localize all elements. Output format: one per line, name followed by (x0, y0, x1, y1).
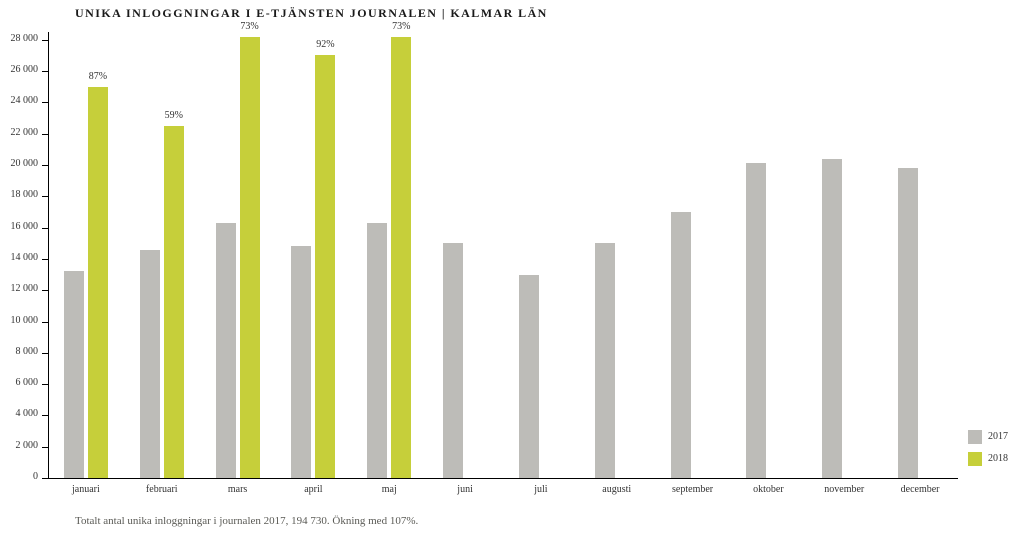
xtick-label: mars (228, 484, 247, 495)
xtick-label: februari (146, 484, 178, 495)
percent-label: 73% (240, 21, 258, 32)
ytick-label: 28 000 (0, 33, 38, 44)
legend-label-2018: 2018 (988, 453, 1008, 464)
bar-2018 (315, 55, 335, 478)
bar-2018 (391, 37, 411, 478)
percent-label: 73% (392, 21, 410, 32)
ytick-label: 6 000 (0, 377, 38, 388)
bar-2017 (822, 159, 842, 478)
ytick-label: 10 000 (0, 315, 38, 326)
xtick-label: juli (534, 484, 547, 495)
bar-2017 (291, 246, 311, 478)
xtick-label: augusti (602, 484, 631, 495)
xtick-label: januari (72, 484, 100, 495)
bar-2017 (898, 168, 918, 478)
ytick-label: 12 000 (0, 283, 38, 294)
ytick-label: 0 (0, 471, 38, 482)
bar-2017 (367, 223, 387, 478)
legend-swatch-2017 (968, 430, 982, 444)
percent-label: 59% (165, 110, 183, 121)
bar-2018 (88, 87, 108, 478)
xtick-label: oktober (753, 484, 784, 495)
percent-label: 87% (89, 71, 107, 82)
bar-2017 (140, 250, 160, 478)
y-axis-line (48, 32, 49, 478)
chart-title: UNIKA INLOGGNINGAR I E-TJÄNSTEN JOURNALE… (75, 6, 548, 21)
xtick-label: september (672, 484, 713, 495)
bar-2017 (595, 243, 615, 478)
legend-label-2017: 2017 (988, 431, 1008, 442)
ytick-label: 26 000 (0, 64, 38, 75)
xtick-label: december (901, 484, 940, 495)
ytick-label: 2 000 (0, 440, 38, 451)
xtick-label: april (304, 484, 322, 495)
bar-2018 (240, 37, 260, 478)
ytick-label: 22 000 (0, 127, 38, 138)
bar-2017 (519, 275, 539, 478)
bar-2017 (64, 271, 84, 478)
x-axis-line (48, 478, 958, 479)
bar-2018 (164, 126, 184, 478)
bar-2017 (746, 163, 766, 478)
bar-2017 (216, 223, 236, 478)
bar-2017 (443, 243, 463, 478)
bar-2017 (671, 212, 691, 478)
xtick-label: juni (457, 484, 473, 495)
percent-label: 92% (316, 39, 334, 50)
ytick-label: 14 000 (0, 252, 38, 263)
ytick-label: 8 000 (0, 346, 38, 357)
chart-footer: Totalt antal unika inloggningar i journa… (75, 515, 418, 527)
legend-swatch-2018 (968, 452, 982, 466)
ytick-label: 18 000 (0, 189, 38, 200)
xtick-label: maj (382, 484, 397, 495)
ytick-label: 16 000 (0, 221, 38, 232)
ytick-label: 20 000 (0, 158, 38, 169)
chart-container: UNIKA INLOGGNINGAR I E-TJÄNSTEN JOURNALE… (0, 0, 1024, 537)
ytick-label: 24 000 (0, 95, 38, 106)
xtick-label: november (824, 484, 864, 495)
ytick-label: 4 000 (0, 408, 38, 419)
